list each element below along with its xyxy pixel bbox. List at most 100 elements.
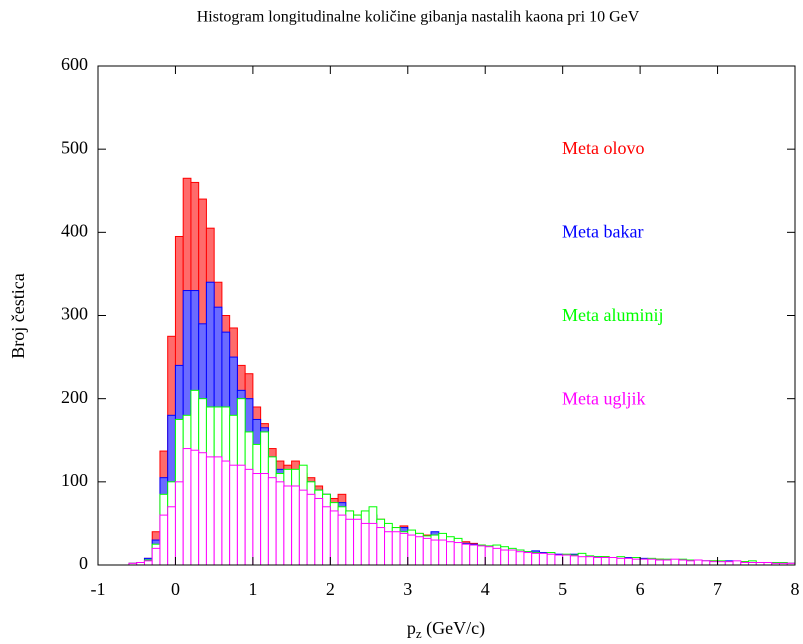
- histogram-bar: [384, 531, 393, 566]
- histogram-bar: [484, 546, 494, 566]
- histogram-bar: [167, 506, 176, 566]
- histogram-bar: [523, 552, 533, 566]
- x-axis-label-part: p: [407, 618, 416, 638]
- histogram-bar: [538, 552, 548, 566]
- legend-entry: Meta bakar: [562, 222, 643, 242]
- histogram-bar: [593, 557, 602, 566]
- y-tick-label: 500: [61, 137, 88, 157]
- x-tick-label: 6: [636, 579, 645, 599]
- histogram-bar: [198, 452, 207, 566]
- histogram-bar: [631, 558, 641, 566]
- histogram-bar: [322, 506, 331, 566]
- histogram-bar: [329, 510, 339, 566]
- x-tick-label: 1: [248, 579, 257, 599]
- legend-entry: Meta olovo: [562, 138, 645, 158]
- histogram-bar: [415, 536, 424, 566]
- histogram-bar: [151, 547, 161, 566]
- histogram-bar: [422, 537, 432, 566]
- histogram-bar: [546, 553, 556, 566]
- chart-title: Histogram longitudinalne količine gibanj…: [197, 9, 640, 26]
- x-tick-label: 7: [713, 579, 722, 599]
- histogram-bar: [298, 489, 308, 566]
- y-axis-label: Broj čestica: [8, 273, 28, 358]
- x-axis-label-part: (GeV/c): [422, 618, 485, 639]
- histogram-bar: [585, 556, 595, 566]
- histogram-bar: [693, 559, 703, 566]
- histogram-bar: [515, 551, 525, 566]
- histogram-bar: [476, 545, 486, 566]
- histogram-bar: [376, 527, 386, 566]
- histogram-bar: [600, 557, 610, 566]
- histogram-bar: [562, 554, 571, 566]
- histogram-bar: [306, 493, 316, 566]
- x-tick-label: 5: [558, 579, 567, 599]
- x-axis-label: pz (GeV/c): [407, 618, 485, 641]
- histogram-bar: [260, 473, 269, 566]
- histogram-bar: [446, 541, 455, 566]
- histogram-bar: [314, 497, 324, 566]
- histogram-bar: [337, 514, 347, 566]
- histogram-bar: [616, 557, 626, 566]
- y-tick-label: 600: [61, 54, 88, 74]
- histogram-bar: [190, 449, 200, 566]
- histogram-bar: [236, 464, 246, 566]
- histogram-bar: [624, 557, 633, 566]
- histogram-bar: [531, 552, 540, 566]
- histogram-bar: [252, 473, 262, 566]
- histogram-bar: [554, 554, 564, 566]
- histogram-bar: [507, 549, 517, 566]
- histogram-bar: [569, 555, 579, 566]
- legend-entry: Meta ugljik: [562, 389, 646, 409]
- histogram-bar: [461, 543, 471, 566]
- histogram-bar: [213, 456, 223, 566]
- histogram-bar: [655, 559, 664, 566]
- histogram-bar: [182, 448, 192, 566]
- histogram-bar: [353, 518, 362, 566]
- histogram-bar: [492, 547, 502, 566]
- histogram-bar: [283, 485, 293, 566]
- y-tick-label: 300: [61, 304, 88, 324]
- histogram-bar: [608, 557, 618, 566]
- histogram-bar: [205, 456, 215, 566]
- histogram-bar: [360, 522, 370, 566]
- histogram-bar: [229, 464, 238, 566]
- histogram-bar: [670, 558, 680, 566]
- histogram-bar: [143, 560, 153, 566]
- histogram-bar: [678, 559, 688, 566]
- histogram-bar: [577, 556, 587, 566]
- x-tick-label: -1: [91, 579, 106, 599]
- histogram-bar: [345, 518, 355, 566]
- histogram-bar: [391, 531, 401, 566]
- histogram-bar: [399, 532, 409, 566]
- histogram-bar: [267, 477, 277, 566]
- histogram-bar: [647, 558, 657, 566]
- histogram-bar: [221, 460, 231, 566]
- x-tick-label: 8: [791, 579, 800, 599]
- histogram-bar: [368, 522, 378, 566]
- y-tick-label: 0: [79, 553, 88, 573]
- x-tick-label: 4: [481, 579, 490, 599]
- x-tick-label: 2: [326, 579, 335, 599]
- x-tick-label: 3: [403, 579, 412, 599]
- x-tick-label: 0: [171, 579, 180, 599]
- x-axis-label-sub: z: [416, 626, 422, 641]
- legend-entry: Meta aluminij: [562, 305, 663, 325]
- histogram-bar: [430, 539, 440, 566]
- histogram-bar: [453, 542, 463, 566]
- histogram-bar: [275, 481, 285, 566]
- histogram-bar: [159, 514, 169, 566]
- y-tick-label: 400: [61, 220, 88, 240]
- y-tick-label: 100: [61, 470, 88, 490]
- y-tick-label: 200: [61, 387, 88, 407]
- histogram-bar: [732, 560, 742, 566]
- histogram-bar: [407, 534, 417, 566]
- histogram-bar: [174, 481, 184, 566]
- histogram-bar: [500, 549, 509, 566]
- histogram-bar: [438, 539, 447, 566]
- histogram-bar: [244, 468, 254, 566]
- histogram-bar: [662, 559, 672, 566]
- histogram-bar: [639, 558, 649, 566]
- histogram-bar: [701, 560, 711, 566]
- histogram-bar: [469, 544, 478, 566]
